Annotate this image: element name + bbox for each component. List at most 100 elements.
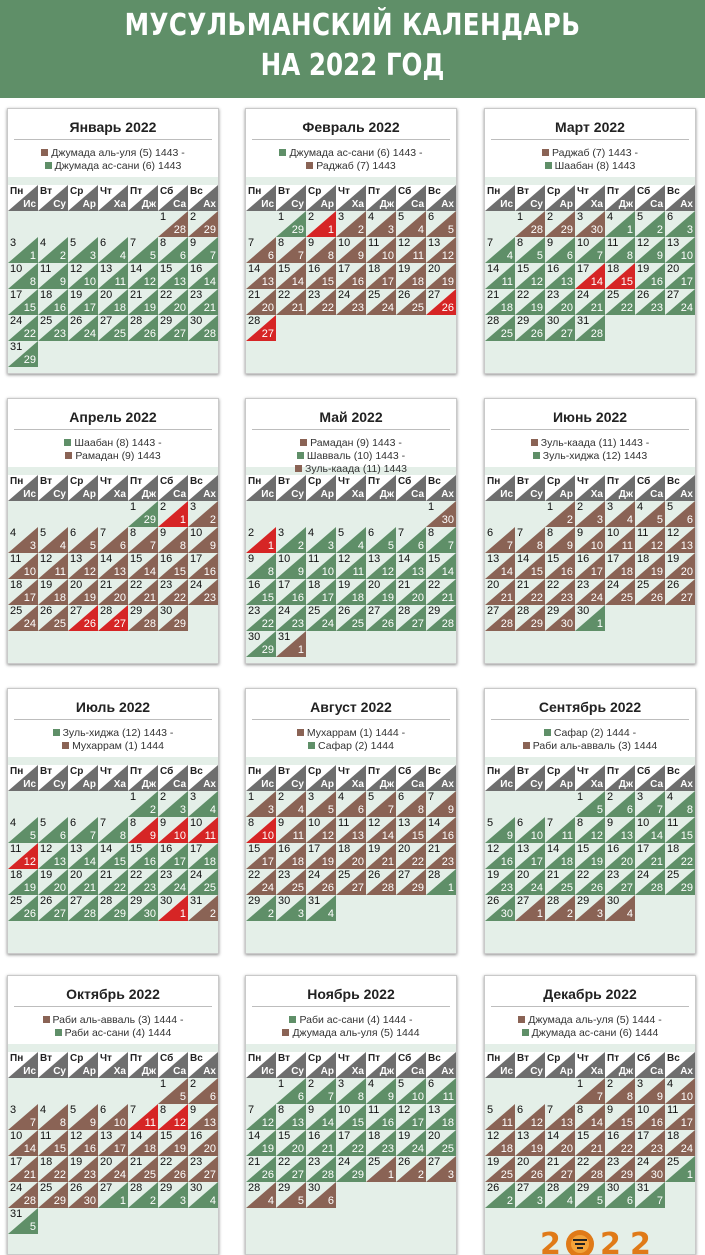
day-cell[interactable]: 16 20 (605, 843, 635, 869)
day-cell[interactable]: 11 16 (366, 1104, 396, 1130)
day-cell[interactable]: 12 18 (485, 1130, 515, 1156)
day-cell[interactable]: 19 21 (366, 843, 396, 869)
day-cell[interactable]: 10 9 (276, 553, 306, 579)
day-cell[interactable]: 6 12 (515, 1104, 545, 1130)
day-cell[interactable]: 14 12 (128, 263, 158, 289)
day-cell[interactable]: 22 26 (575, 869, 605, 895)
day-cell[interactable]: 8 13 (276, 1104, 306, 1130)
day-cell[interactable]: 30 1 (158, 895, 188, 921)
day-cell[interactable]: 25 29 (38, 1182, 68, 1208)
day-cell[interactable]: 23 20 (545, 289, 575, 315)
day-cell[interactable]: 29 30 (128, 895, 158, 921)
day-cell[interactable]: 1 28 (515, 211, 545, 237)
day-cell[interactable]: 27 1 (515, 895, 545, 921)
day-cell[interactable]: 22 23 (128, 869, 158, 895)
day-cell[interactable]: 19 18 (336, 579, 366, 605)
day-cell[interactable]: 1 29 (276, 211, 306, 237)
day-cell[interactable]: 29 26 (515, 315, 545, 341)
day-cell[interactable]: 23 29 (605, 1156, 635, 1182)
day-cell[interactable]: 19 23 (485, 869, 515, 895)
day-cell[interactable]: 25 23 (38, 315, 68, 341)
day-cell[interactable]: 28 1 (426, 869, 456, 895)
day-cell[interactable]: 22 23 (545, 579, 575, 605)
day-cell[interactable]: 13 12 (366, 553, 396, 579)
day-cell[interactable]: 27 28 (485, 605, 515, 631)
day-cell[interactable]: 20 21 (485, 579, 515, 605)
day-cell[interactable]: 14 18 (545, 843, 575, 869)
day-cell[interactable]: 30 1 (575, 605, 605, 631)
day-cell[interactable]: 26 25 (336, 605, 366, 631)
day-cell[interactable]: 17 16 (276, 579, 306, 605)
day-cell[interactable]: 25 26 (8, 895, 38, 921)
day-cell[interactable]: 17 18 (605, 553, 635, 579)
day-cell[interactable]: 24 25 (605, 579, 635, 605)
day-cell[interactable]: 14 18 (128, 1130, 158, 1156)
day-cell[interactable]: 13 12 (426, 237, 456, 263)
day-cell[interactable]: 1 30 (426, 501, 456, 527)
day-cell[interactable]: 16 15 (158, 553, 188, 579)
day-cell[interactable]: 21 18 (485, 289, 515, 315)
day-cell[interactable]: 8 10 (246, 817, 276, 843)
day-cell[interactable]: 25 26 (635, 579, 665, 605)
day-cell[interactable]: 13 19 (515, 1130, 545, 1156)
day-cell[interactable]: 30 4 (605, 895, 635, 921)
day-cell[interactable]: 9 14 (306, 1104, 336, 1130)
day-cell[interactable]: 29 28 (128, 605, 158, 631)
day-cell[interactable]: 20 24 (515, 869, 545, 895)
day-cell[interactable]: 25 29 (665, 869, 695, 895)
day-cell[interactable]: 8 12 (158, 1104, 188, 1130)
day-cell[interactable]: 11 10 (366, 237, 396, 263)
day-cell[interactable]: 14 19 (246, 1130, 276, 1156)
day-cell[interactable]: 17 23 (635, 1130, 665, 1156)
day-cell[interactable]: 13 17 (98, 1130, 128, 1156)
day-cell[interactable]: 2 29 (188, 211, 218, 237)
day-cell[interactable]: 15 19 (158, 1130, 188, 1156)
day-cell[interactable]: 24 21 (575, 289, 605, 315)
day-cell[interactable]: 14 13 (246, 263, 276, 289)
day-cell[interactable]: 19 16 (635, 263, 665, 289)
day-cell[interactable]: 13 18 (426, 1104, 456, 1130)
day-cell[interactable]: 23 27 (188, 1156, 218, 1182)
day-cell[interactable]: 27 29 (396, 869, 426, 895)
day-cell[interactable]: 19 25 (485, 1156, 515, 1182)
day-cell[interactable]: 31 7 (635, 1182, 665, 1208)
day-cell[interactable]: 30 6 (306, 1182, 336, 1208)
day-cell[interactable]: 19 23 (68, 1156, 98, 1182)
day-cell[interactable]: 22 21 (276, 289, 306, 315)
day-cell[interactable]: 14 16 (426, 817, 456, 843)
day-cell[interactable]: 21 25 (545, 869, 575, 895)
day-cell[interactable]: 26 24 (68, 315, 98, 341)
day-cell[interactable]: 10 15 (336, 1104, 366, 1130)
day-cell[interactable]: 23 27 (605, 869, 635, 895)
day-cell[interactable]: 14 11 (485, 263, 515, 289)
day-cell[interactable]: 18 19 (8, 869, 38, 895)
day-cell[interactable]: 16 15 (306, 263, 336, 289)
day-cell[interactable]: 16 22 (605, 1130, 635, 1156)
day-cell[interactable]: 30 29 (246, 631, 276, 657)
day-cell[interactable]: 10 11 (605, 527, 635, 553)
